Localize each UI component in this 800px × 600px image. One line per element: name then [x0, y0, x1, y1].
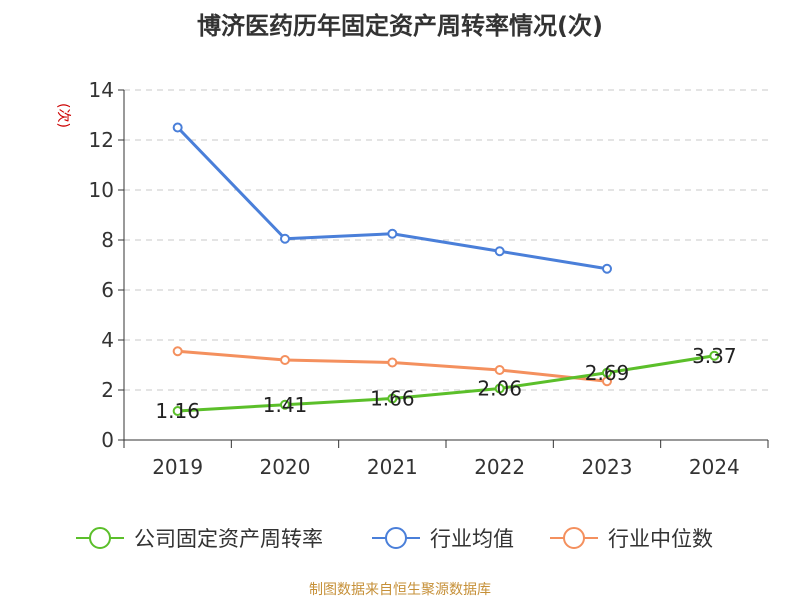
y-tick-label: 10: [89, 178, 114, 202]
data-label: 2.06: [477, 377, 522, 401]
axes: 0 2 4 6 8 10 12 14 2019 2020 2021 2022 2023 2024: [89, 78, 769, 479]
x-tick-label: 2019: [152, 455, 203, 479]
y-tick-label: 4: [101, 328, 114, 352]
data-point: [602, 263, 612, 274]
data-point: [709, 350, 720, 361]
data-point: [387, 357, 398, 368]
x-tick-label: 2023: [582, 455, 633, 479]
legend-marker: [563, 527, 585, 549]
data-label: 3.37: [692, 344, 737, 368]
data-point: [280, 355, 290, 365]
x-tick-label: 2024: [689, 455, 740, 479]
x-tick-label: 2021: [367, 455, 418, 479]
y-tick-label: 12: [89, 128, 114, 152]
data-point: [280, 233, 290, 244]
series-line: [177, 354, 715, 413]
series-line: [176, 126, 608, 271]
data-label: 1.66: [370, 387, 415, 411]
gridlines: [124, 89, 768, 391]
legend-label: 公司固定资产周转率: [134, 527, 323, 551]
data-point: [602, 367, 612, 378]
data-point: [280, 399, 290, 410]
y-tick-label: 6: [101, 278, 114, 302]
legend-label: 行业中位数: [608, 527, 713, 551]
data-point: [387, 228, 398, 239]
data-label: 2.69: [585, 361, 630, 385]
x-tick-label: 2020: [260, 455, 311, 479]
source-note: 制图数据来自恒生聚源数据库: [309, 582, 491, 598]
data-label: 1.41: [263, 393, 308, 417]
data-point: [494, 383, 505, 394]
legend-label: 行业均值: [430, 527, 514, 551]
data-point: [494, 365, 505, 375]
legend: 公司固定资产周转率 行业均值 行业中位数: [76, 527, 713, 551]
chart-title: 博济医药历年固定资产周转率情况(次): [197, 12, 603, 40]
legend-marker: [385, 527, 407, 549]
y-tick-label: 14: [89, 78, 114, 102]
y-tick-label: 2: [101, 378, 114, 402]
data-point: [172, 406, 183, 416]
data-label: 1.16: [155, 399, 200, 423]
y-tick-label: 8: [101, 228, 114, 252]
data-point: [387, 393, 398, 404]
series-lines: [172, 122, 720, 416]
data-point: [172, 346, 183, 357]
y-tick-label: 0: [101, 428, 114, 452]
data-labels: 1.16 1.41 1.66 2.06 2.69 3.37: [155, 344, 736, 423]
x-tick-label: 2022: [474, 455, 525, 479]
data-point: [172, 122, 183, 133]
legend-marker: [89, 527, 111, 549]
data-point: [494, 246, 505, 257]
